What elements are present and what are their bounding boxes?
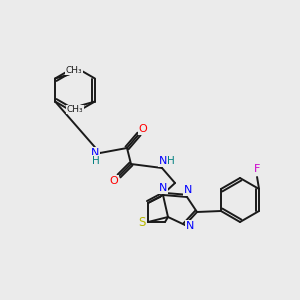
Text: O: O	[110, 176, 118, 186]
Text: N: N	[91, 148, 99, 158]
Text: CH₃: CH₃	[67, 105, 83, 114]
Text: N: N	[159, 156, 167, 166]
Text: N: N	[159, 183, 167, 193]
Text: H: H	[92, 156, 100, 166]
Text: F: F	[254, 164, 260, 174]
Text: CH₃: CH₃	[66, 66, 83, 75]
Text: O: O	[139, 124, 147, 134]
Text: N: N	[186, 221, 194, 231]
Text: H: H	[167, 156, 175, 166]
Text: N: N	[184, 185, 192, 195]
Text: S: S	[138, 217, 146, 230]
